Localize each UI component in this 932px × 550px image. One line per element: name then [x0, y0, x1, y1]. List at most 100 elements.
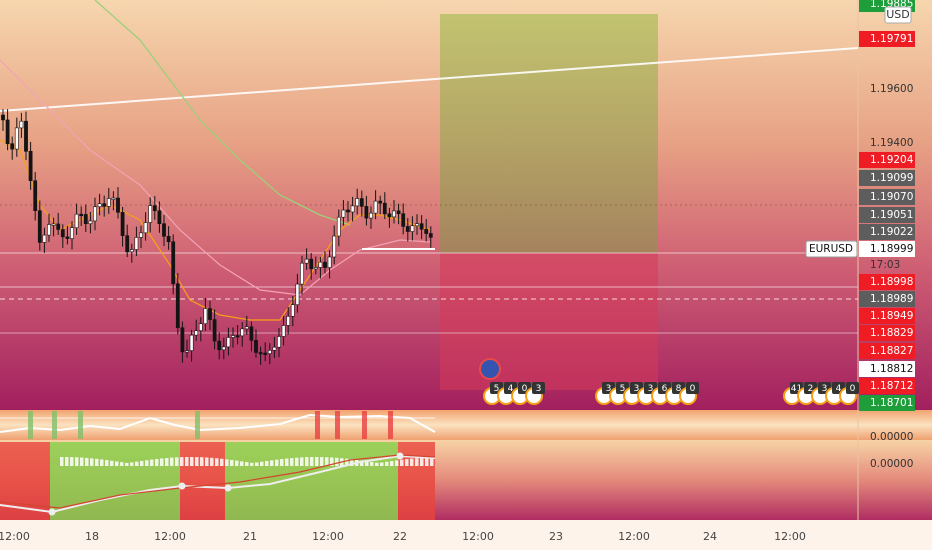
currency-label[interactable]: USD — [886, 8, 910, 21]
candle-body — [5, 119, 10, 144]
histogram-bar — [85, 457, 89, 466]
candle-body — [129, 249, 134, 253]
histogram-bar — [410, 458, 414, 466]
histogram-bar — [385, 461, 389, 466]
badge-count-bg[interactable] — [846, 382, 859, 394]
trend-line — [0, 47, 859, 112]
signal-line — [0, 454, 436, 509]
candle-body — [74, 213, 79, 229]
badge-count[interactable]: 3 — [634, 384, 640, 394]
event-badge[interactable]: 6 — [651, 382, 671, 405]
badge-count[interactable]: 5 — [494, 384, 500, 394]
event-badge[interactable]: 0 — [839, 382, 859, 405]
histogram-bar — [95, 458, 99, 466]
badge-count[interactable]: 5 — [620, 384, 626, 394]
histogram-bar — [325, 457, 329, 466]
candle-body — [226, 337, 231, 348]
signal-zone — [225, 442, 398, 520]
histogram-bar — [295, 457, 299, 466]
time-label: 21 — [243, 530, 257, 543]
histogram-bar — [400, 459, 404, 466]
histogram-bar — [360, 460, 364, 466]
candle-body — [134, 237, 139, 250]
badge-count-bg[interactable] — [532, 382, 545, 394]
candle-body — [189, 334, 194, 351]
price-label: 1.19099 — [870, 172, 913, 184]
candle-body — [267, 350, 272, 354]
badge-count[interactable]: 4 — [508, 384, 514, 394]
histogram-bar — [215, 458, 219, 466]
event-icon[interactable] — [479, 358, 501, 380]
candle-body — [93, 206, 97, 222]
event-badge[interactable]: 4 — [825, 382, 845, 405]
badge-count[interactable]: 8 — [676, 384, 682, 394]
price-label: 1.18998 — [870, 276, 913, 288]
histogram-bar — [255, 462, 259, 466]
candle-body — [88, 220, 93, 225]
candle-body — [42, 234, 47, 243]
histogram-bar — [110, 460, 114, 466]
time-label: 12:00 — [0, 530, 30, 543]
histogram-bar — [190, 457, 194, 466]
badge-count[interactable]: 0 — [690, 384, 696, 394]
event-badge[interactable]: 41 — [783, 382, 803, 405]
time-label: 22 — [393, 530, 407, 543]
badge-count[interactable]: 0 — [522, 384, 528, 394]
histogram-bar — [380, 462, 384, 466]
price-tag — [859, 291, 915, 307]
candle-body — [378, 200, 383, 204]
price-tag — [859, 378, 915, 394]
time-axis-bg — [0, 520, 932, 550]
badge-count-bg[interactable] — [686, 382, 699, 394]
histogram-bar — [155, 458, 159, 466]
candle-body — [401, 213, 406, 227]
badge-count[interactable]: 4 — [836, 384, 842, 394]
badge-count[interactable]: 41 — [791, 384, 802, 394]
histogram-bar — [220, 458, 224, 466]
histogram-bar — [335, 457, 339, 466]
candle-body — [1, 114, 5, 121]
histogram-bar — [285, 458, 289, 466]
signal-tick — [362, 411, 367, 439]
badge-count[interactable]: 3 — [536, 384, 542, 394]
badge-count[interactable]: 6 — [662, 384, 668, 394]
histogram-bar — [210, 457, 214, 466]
candle-body — [102, 203, 107, 207]
badge-count[interactable]: 0 — [850, 384, 856, 394]
signal-tick — [315, 411, 320, 439]
badge-count[interactable]: 2 — [808, 384, 814, 394]
time-label: 18 — [85, 530, 99, 543]
histogram-bar — [310, 457, 314, 466]
badge-count[interactable]: 3 — [822, 384, 828, 394]
candle-body — [194, 330, 199, 336]
histogram-bar — [100, 459, 104, 466]
candle-body — [56, 223, 61, 230]
badge-count[interactable]: 3 — [606, 384, 612, 394]
signal-tick — [78, 411, 83, 439]
currency-button[interactable] — [884, 6, 912, 24]
event-badge[interactable]: 5 — [609, 382, 629, 405]
badge-count[interactable]: 3 — [648, 384, 654, 394]
candle-body — [203, 308, 208, 324]
candle-body — [125, 235, 130, 253]
cross-dot — [396, 452, 404, 460]
loss-zone — [440, 253, 658, 390]
histogram-bar — [420, 457, 424, 466]
candle-body — [415, 223, 419, 227]
pane-value: 0.00000 — [870, 458, 913, 470]
event-badge[interactable]: 0 — [679, 382, 699, 405]
histogram-bar — [165, 458, 169, 466]
price-tag — [859, 343, 915, 359]
price-label: 1.19070 — [870, 191, 913, 203]
histogram-bar — [240, 461, 244, 466]
price-label: 1.19204 — [870, 154, 914, 166]
candle-body — [428, 233, 433, 238]
time-label: 24 — [703, 530, 717, 543]
candle-body — [240, 328, 245, 337]
candle-body — [185, 350, 189, 353]
candle-body — [157, 210, 162, 225]
candle-body — [419, 223, 424, 230]
event-badge[interactable]: 3 — [525, 382, 545, 405]
price-label: 1.18949 — [870, 310, 913, 322]
candle-body — [323, 261, 327, 268]
